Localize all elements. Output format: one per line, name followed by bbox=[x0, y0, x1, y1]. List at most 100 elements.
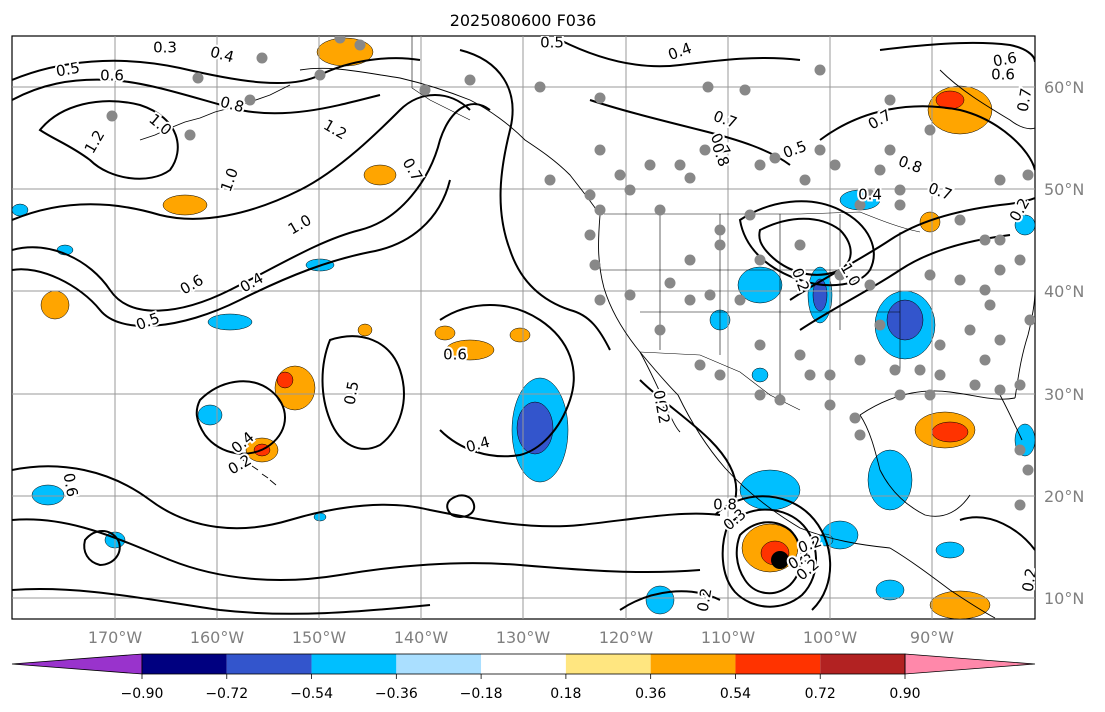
contour-label: 0.2 bbox=[650, 389, 672, 416]
station-dot bbox=[894, 184, 906, 196]
station-dot bbox=[1014, 499, 1026, 511]
latitude-label: 50°N bbox=[1044, 180, 1084, 199]
shaded-area bbox=[919, 211, 941, 233]
station-dot bbox=[714, 224, 726, 236]
longitude-labels: 170°W 160°W 150°W 140°W 130°W 120°W 110°W 100°W… bbox=[88, 628, 954, 647]
shaded-area bbox=[276, 371, 294, 389]
coastline-aleutians bbox=[139, 84, 291, 141]
station-dot bbox=[664, 277, 676, 289]
shaded-area bbox=[886, 299, 924, 341]
latitude-label: 30°N bbox=[1044, 385, 1084, 404]
station-dot bbox=[334, 36, 346, 44]
contour-line bbox=[721, 508, 817, 608]
station-dot bbox=[924, 389, 936, 401]
station-dot bbox=[754, 159, 766, 171]
shaded-area bbox=[357, 323, 373, 337]
station-dot bbox=[994, 234, 1006, 246]
station-dot bbox=[1022, 464, 1034, 476]
station-dot bbox=[1014, 444, 1026, 456]
station-dot bbox=[889, 364, 901, 376]
contour-label: 0.7 bbox=[1014, 87, 1036, 114]
colorbar-tick-label: 0.54 bbox=[720, 686, 751, 702]
station-dot bbox=[979, 284, 991, 296]
station-dot bbox=[794, 349, 806, 361]
station-dot bbox=[924, 269, 936, 281]
coastline-mexico-west bbox=[677, 394, 891, 549]
coastline-gulf bbox=[859, 414, 971, 517]
contour-line bbox=[738, 200, 875, 287]
contour-line bbox=[12, 78, 381, 115]
station-dot bbox=[824, 369, 836, 381]
station-dot bbox=[624, 289, 636, 301]
shaded-area bbox=[751, 367, 769, 383]
contour-line bbox=[12, 518, 701, 581]
contour-line bbox=[459, 49, 611, 351]
map-title: 2025080600 F036 bbox=[450, 11, 597, 30]
station-dot bbox=[814, 144, 826, 156]
contour-label: 0.2 bbox=[1019, 567, 1041, 594]
station-dot bbox=[854, 354, 866, 366]
station-dot bbox=[684, 254, 696, 266]
coastline-us-west bbox=[598, 214, 679, 396]
colorbar-segment bbox=[904, 653, 1036, 675]
colorbar-segment bbox=[565, 654, 651, 674]
station-dot bbox=[184, 129, 196, 141]
longitude-label: 140°W bbox=[394, 628, 449, 647]
shaded-area bbox=[40, 290, 70, 320]
station-dot bbox=[594, 92, 606, 104]
shaded-area bbox=[935, 541, 965, 559]
shaded-area bbox=[313, 512, 327, 522]
coastline-alaska bbox=[299, 67, 601, 216]
shaded-area bbox=[197, 404, 223, 426]
station-dot bbox=[1024, 314, 1035, 326]
colorbar-outline bbox=[141, 653, 906, 675]
contour-line bbox=[446, 494, 476, 518]
colorbar: −0.90 −0.72 −0.54 −0.36 −0.18 0.18 0.36 0.54 0.7… bbox=[11, 653, 1036, 702]
contour-line bbox=[819, 105, 1035, 171]
station-dot bbox=[774, 394, 786, 406]
latitude-label: 60°N bbox=[1044, 78, 1084, 97]
station-dot bbox=[584, 189, 596, 201]
station-dot bbox=[829, 159, 841, 171]
station-dot bbox=[704, 289, 716, 301]
station-dot bbox=[594, 144, 606, 156]
coastline-central-america bbox=[889, 547, 996, 619]
station-dot bbox=[594, 204, 606, 216]
contour-line bbox=[83, 530, 121, 567]
station-dot bbox=[354, 39, 366, 51]
station-dot bbox=[589, 259, 601, 271]
station-dot bbox=[994, 264, 1006, 276]
longitude-label: 90°W bbox=[910, 628, 954, 647]
station-dot bbox=[979, 354, 991, 366]
longitude-label: 100°W bbox=[803, 628, 858, 647]
station-dot bbox=[314, 69, 326, 81]
contour-line bbox=[38, 100, 179, 180]
shaded-area bbox=[363, 164, 397, 186]
contour-line bbox=[12, 179, 451, 327]
shaded-area bbox=[737, 266, 783, 304]
colorbar-tick-label: 0.36 bbox=[635, 686, 666, 702]
station-dot bbox=[799, 174, 811, 186]
longitude-label: 120°W bbox=[599, 628, 654, 647]
colorbar-tick-label: −0.54 bbox=[290, 686, 333, 702]
cyclone-marker bbox=[771, 551, 789, 569]
station-dot bbox=[894, 199, 906, 211]
station-dot bbox=[914, 364, 926, 376]
station-dot bbox=[954, 274, 966, 286]
station-dot bbox=[694, 359, 706, 371]
colorbar-tick-label: −0.36 bbox=[375, 686, 418, 702]
contour-line bbox=[12, 94, 471, 221]
colorbar-segment bbox=[820, 654, 905, 674]
station-dot bbox=[419, 84, 431, 96]
station-dot bbox=[754, 339, 766, 351]
station-dot bbox=[804, 369, 816, 381]
colorbar-tick-label: −0.90 bbox=[121, 686, 164, 702]
station-dots bbox=[106, 36, 1035, 511]
station-dot bbox=[814, 64, 826, 76]
contour-label: 0.6 bbox=[443, 346, 467, 364]
colorbar-segment bbox=[396, 654, 482, 674]
station-dot bbox=[714, 239, 726, 251]
station-dot bbox=[794, 239, 806, 251]
shaded-area bbox=[516, 401, 554, 455]
contour-line bbox=[879, 41, 1035, 63]
